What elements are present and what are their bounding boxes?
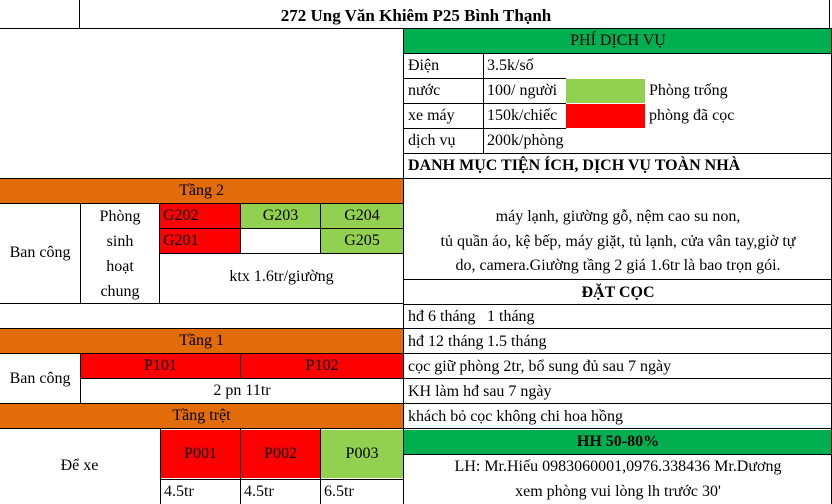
divider-fee-row3 bbox=[403, 128, 566, 129]
divider-floor1-header-bottom bbox=[0, 353, 832, 354]
amenities-header[interactable]: DANH MỤC TIỆN ÍCH, DỊCH VỤ TOÀN NHÀ bbox=[408, 157, 741, 174]
divider-fees-header-bottom bbox=[403, 53, 832, 54]
fee-value-water[interactable]: 100/ người bbox=[487, 82, 558, 99]
deposit-note-3[interactable]: khách bỏ cọc không chi hoa hồng bbox=[408, 408, 624, 425]
divider-fee-col bbox=[483, 53, 484, 153]
room-p101[interactable]: P101 bbox=[81, 354, 240, 378]
ground-header[interactable]: Tầng trệt bbox=[0, 404, 403, 428]
room-g202[interactable]: G202 bbox=[160, 204, 240, 228]
fee-value-motorbike[interactable]: 150k/chiếc bbox=[487, 107, 558, 124]
divider-floor1-bottom bbox=[0, 403, 832, 404]
fees-header[interactable]: PHÍ DỊCH VỤ bbox=[404, 29, 832, 53]
divider-row-a bbox=[0, 328, 832, 329]
divider-ground-prices-top bbox=[160, 479, 403, 480]
room-g204[interactable]: G204 bbox=[321, 204, 403, 228]
floor2-dorm-price[interactable]: ktx 1.6tr/giường bbox=[229, 268, 334, 285]
divider-ground-col1 bbox=[160, 428, 161, 504]
contact-line-2[interactable]: xem phòng vui lòng lh trước 30' bbox=[515, 483, 721, 500]
divider-ground-header-bottom bbox=[0, 428, 832, 429]
divider-floor2-header-bottom bbox=[0, 203, 403, 204]
divider-left-title bbox=[79, 0, 80, 28]
divider-floor2-bottom bbox=[0, 303, 403, 304]
price-p002[interactable]: 4.5tr bbox=[244, 483, 274, 500]
floor2-living-line-2: sinh bbox=[106, 233, 134, 250]
divider-title-bottom bbox=[0, 28, 832, 29]
legend-deposited-swatch bbox=[566, 104, 645, 128]
room-p002[interactable]: P002 bbox=[241, 430, 320, 478]
deposit-header[interactable]: ĐẶT CỌC bbox=[581, 284, 655, 301]
divider-fee-row2 bbox=[403, 103, 566, 104]
price-p003[interactable]: 6.5tr bbox=[324, 483, 354, 500]
divider-main-vertical bbox=[403, 28, 404, 504]
room-p001[interactable]: P001 bbox=[161, 430, 240, 478]
contact-line-1[interactable]: LH: Mr.Hiếu 0983060001,0976.338436 Mr.Dư… bbox=[454, 458, 782, 475]
commission-banner[interactable]: HH 50-80% bbox=[404, 430, 832, 454]
divider-floor2-row bbox=[159, 228, 403, 229]
legend-deposited-label[interactable]: phòng đã cọc bbox=[649, 107, 735, 124]
deposit-term-12-value[interactable]: 1.5 tháng bbox=[487, 333, 547, 350]
floor1-balcony[interactable]: Ban công bbox=[9, 370, 71, 387]
divider-ground-col2 bbox=[240, 428, 241, 504]
divider-amenities-bottom bbox=[403, 178, 832, 179]
divider-left-row bbox=[0, 178, 403, 179]
room-g205[interactable]: G205 bbox=[321, 229, 403, 253]
divider-floor1-col2 bbox=[240, 353, 241, 378]
deposit-term-6-value[interactable]: 1 tháng bbox=[487, 308, 535, 325]
room-g201[interactable]: G201 bbox=[160, 229, 240, 253]
divider-ground-col3 bbox=[320, 428, 321, 504]
ground-parking[interactable]: Để xe bbox=[60, 457, 99, 474]
divider-fee-row1 bbox=[403, 78, 566, 79]
floor1-header[interactable]: Tầng 1 bbox=[0, 329, 403, 353]
amenities-line-2[interactable]: tủ quần áo, kệ bếp, máy giặt, tủ lạnh, c… bbox=[440, 233, 796, 250]
sheet-title[interactable]: 272 Ung Văn Khiêm P25 Bình Thạnh bbox=[280, 6, 552, 25]
floor2-header[interactable]: Tầng 2 bbox=[0, 179, 403, 203]
fee-label-motorbike[interactable]: xe máy bbox=[408, 107, 455, 124]
legend-vacant-swatch bbox=[566, 79, 645, 103]
divider-deposit-top bbox=[403, 279, 832, 280]
fee-value-electric[interactable]: 3.5k/số bbox=[487, 57, 534, 74]
amenities-line-3[interactable]: do, camera.Giường tầng 2 giá 1.6tr là ba… bbox=[455, 257, 781, 274]
divider-commission-bottom bbox=[403, 454, 832, 455]
divider-right-title bbox=[829, 0, 830, 28]
deposit-note-1[interactable]: cọc giữ phòng 2tr, bổ sung đủ sau 7 ngày bbox=[408, 358, 672, 375]
divider-floor2-row2 bbox=[159, 253, 403, 254]
legend-vacant-label[interactable]: Phòng trống bbox=[649, 82, 728, 99]
divider-floor1-row bbox=[80, 378, 832, 379]
deposit-term-6-label[interactable]: hđ 6 tháng bbox=[408, 308, 476, 325]
floor2-living-line-1: Phòng bbox=[99, 208, 141, 225]
divider-deposit-header-bottom bbox=[403, 304, 832, 305]
amenities-line-1[interactable]: máy lạnh, giường gỗ, nệm cao su non, bbox=[495, 208, 741, 225]
fee-label-service[interactable]: dịch vụ bbox=[408, 132, 456, 149]
divider-fee-row4 bbox=[403, 153, 832, 154]
price-p001[interactable]: 4.5tr bbox=[164, 483, 194, 500]
floor2-balcony[interactable]: Ban công bbox=[9, 244, 71, 261]
room-g203[interactable]: G203 bbox=[241, 204, 320, 228]
floor2-living-line-3: hoạt bbox=[106, 258, 134, 275]
floor2-living-line-4: chung bbox=[100, 283, 140, 300]
divider-floor2-col1 bbox=[80, 203, 81, 303]
room-p102[interactable]: P102 bbox=[241, 354, 403, 378]
deposit-note-2[interactable]: KH làm hđ sau 7 ngày bbox=[408, 383, 552, 400]
fee-label-electric[interactable]: Điện bbox=[408, 57, 440, 74]
room-p003[interactable]: P003 bbox=[321, 430, 403, 478]
fee-value-service[interactable]: 200k/phòng bbox=[487, 132, 564, 149]
fee-label-water[interactable]: nước bbox=[408, 82, 441, 99]
deposit-term-12-label[interactable]: hđ 12 tháng bbox=[408, 333, 483, 350]
floor1-price[interactable]: 2 pn 11tr bbox=[213, 382, 271, 399]
